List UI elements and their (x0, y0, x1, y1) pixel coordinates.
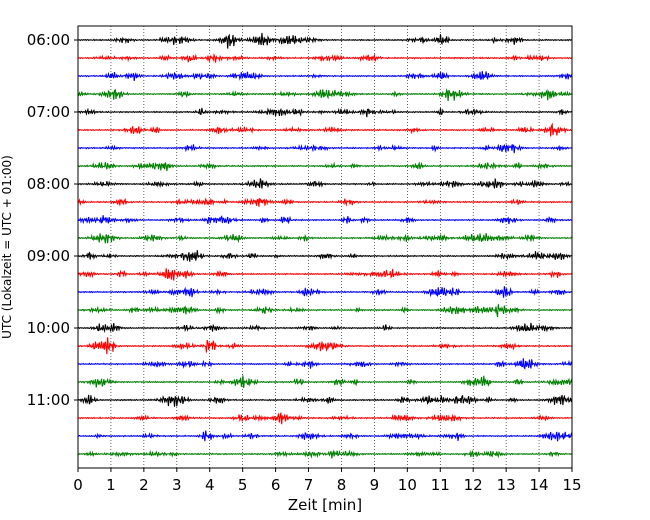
y-tick-label: 08:00 (27, 175, 70, 193)
plot-frame (77, 25, 573, 469)
x-tick-label: 2 (139, 476, 149, 494)
trace-line (77, 71, 573, 82)
x-tick-label: 12 (464, 476, 483, 494)
trace-line (77, 143, 573, 154)
trace-line (77, 375, 573, 389)
x-tick-label: 3 (172, 476, 182, 494)
y-tick-label: 11:00 (27, 391, 70, 409)
plot-background (78, 26, 572, 468)
y-tick-label: 09:00 (27, 247, 70, 265)
x-tick-label: 6 (271, 476, 281, 494)
x-tick-label: 14 (530, 476, 549, 494)
x-tick-label: 7 (304, 476, 314, 494)
x-tick-label: 4 (205, 476, 215, 494)
x-axis-ticks: 0 1 2 3 4 5 6 7 8 9 10 11 12 13 14 15 (73, 468, 582, 494)
x-axis-label: Zeit [min] (288, 496, 362, 514)
y-axis-ticks: 06:00 07:00 08:00 09:00 10:00 11:00 (27, 31, 78, 409)
trace-line (77, 122, 573, 137)
x-tick-label: 8 (337, 476, 347, 494)
trace-line (77, 358, 573, 370)
trace-line (77, 412, 573, 425)
y-tick-label: 10:00 (27, 319, 70, 337)
trace-line (77, 304, 573, 318)
traces-group (77, 32, 573, 459)
trace-line (77, 88, 573, 102)
trace-line (77, 268, 573, 281)
trace-line (77, 337, 573, 355)
y-tick-label: 07:00 (27, 103, 70, 121)
trace-line (77, 161, 573, 172)
trace-line (77, 430, 573, 442)
trace-line (77, 250, 573, 262)
x-tick-label: 10 (398, 476, 417, 494)
trace-line (77, 32, 573, 49)
trace-line (77, 394, 573, 407)
trace-line (77, 215, 573, 225)
y-tick-label: 06:00 (27, 31, 70, 49)
trace-line (77, 233, 573, 244)
trace-line (77, 178, 573, 189)
x-tick-label: 5 (238, 476, 248, 494)
trace-line (77, 107, 573, 118)
trace-line (77, 286, 573, 298)
x-tick-label: 15 (562, 476, 581, 494)
x-tick-label: 0 (73, 476, 83, 494)
x-tick-label: 13 (497, 476, 516, 494)
trace-line (77, 197, 573, 207)
trace-line (77, 449, 573, 459)
y-axis-label: UTC (Lokalzeit = UTC + 01:00) (0, 155, 14, 339)
x-tick-label: 9 (370, 476, 380, 494)
trace-line (77, 52, 573, 63)
x-tick-label: 11 (431, 476, 450, 494)
trace-line (77, 322, 573, 334)
x-tick-label: 1 (106, 476, 116, 494)
